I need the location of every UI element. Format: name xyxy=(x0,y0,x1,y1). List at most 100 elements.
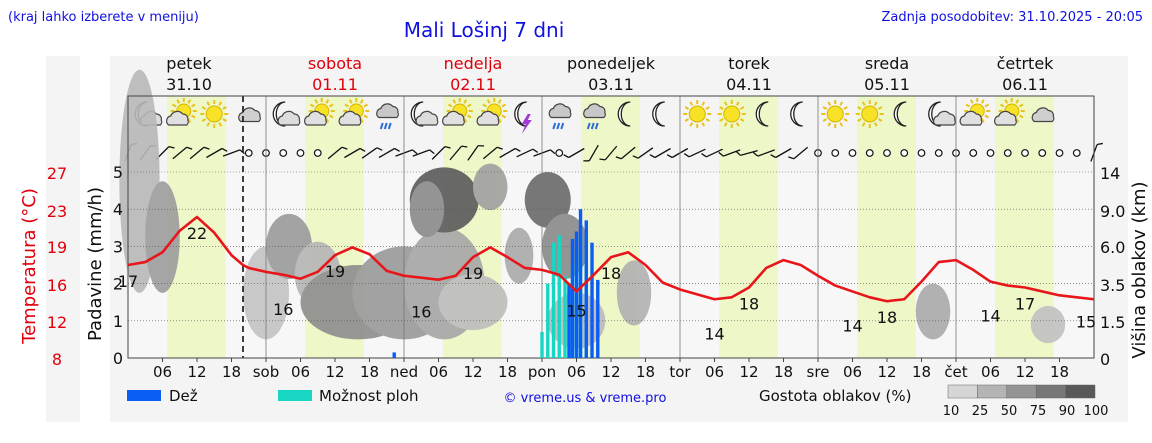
x-tick-label-9: 12 xyxy=(463,363,482,381)
moon-icon xyxy=(652,101,665,127)
barb-feather xyxy=(429,149,435,155)
x-tick-label-3: sob xyxy=(253,363,280,381)
sun-ray xyxy=(822,106,828,110)
sun-ray xyxy=(873,101,878,106)
region-note[interactable]: (kraj lahko izberete v meniju) xyxy=(8,10,199,25)
wind-barb xyxy=(412,149,435,157)
cloud-scale-label-3: 75 xyxy=(1030,404,1047,419)
barb-shaft xyxy=(688,148,706,158)
barb-feather xyxy=(514,147,521,152)
barb-feather xyxy=(632,155,639,159)
wind-barb xyxy=(649,147,671,159)
rain-bar xyxy=(578,209,583,358)
wind-barb xyxy=(327,146,348,160)
precip-tick-1: 1 xyxy=(113,312,123,331)
sun-cloud-icon xyxy=(338,98,370,126)
precipitation-bars xyxy=(392,209,600,358)
sun-ray xyxy=(363,103,369,108)
temp-label-10: 14 xyxy=(842,316,862,335)
cloud-scale-label-5: 100 xyxy=(1084,404,1109,419)
wind-calm xyxy=(1038,149,1047,157)
barb-shaft xyxy=(568,147,585,159)
sun-ray xyxy=(201,118,207,122)
cloud-shape xyxy=(415,110,439,126)
cloud-shape xyxy=(1031,107,1055,123)
x-tick-label-21: 12 xyxy=(877,363,896,381)
cloud-rain-icon xyxy=(376,103,399,130)
cloud-rain-icon xyxy=(548,103,572,130)
cloud-tick-2: 3.5 xyxy=(1100,276,1125,295)
rain-bar xyxy=(584,220,588,358)
sun-ray xyxy=(701,122,706,127)
sun-ray xyxy=(467,103,472,108)
sun-cloud-icon xyxy=(442,98,473,126)
barb-feather xyxy=(496,146,503,150)
cloud-shape xyxy=(933,110,956,126)
sun-ray xyxy=(735,122,740,127)
wind-barb xyxy=(378,147,400,159)
grid xyxy=(127,95,1095,359)
rain-drop xyxy=(379,122,384,130)
x-tick-label-10: 18 xyxy=(498,363,517,381)
barb-feather xyxy=(168,146,175,149)
barb-shaft xyxy=(775,147,792,159)
barb-shaft xyxy=(499,147,516,159)
cloud-scale-label-1: 25 xyxy=(972,404,989,419)
moon-cloud-icon xyxy=(928,101,956,127)
sun-ray xyxy=(739,106,745,110)
barb-feather xyxy=(478,144,485,147)
rain-drop xyxy=(552,122,557,130)
wind-calm xyxy=(831,149,840,157)
moon-shape xyxy=(410,101,424,127)
x-tick-label-6: 18 xyxy=(360,363,379,381)
sun-ray xyxy=(348,99,353,104)
barb-shaft xyxy=(344,147,361,159)
temp-label-14: 15 xyxy=(1076,312,1096,331)
barb-shaft xyxy=(172,146,188,160)
sun-icon xyxy=(200,100,229,128)
barb-feather xyxy=(770,154,777,159)
temperature-line xyxy=(127,215,1095,303)
x-tick-label-7: ned xyxy=(390,363,418,381)
wind-barb xyxy=(683,148,706,158)
barb-shaft xyxy=(723,149,741,157)
cloud-density-scale: 10 25 50 75 90 100 xyxy=(943,384,1109,419)
credit-link[interactable]: © vreme.us & vreme.pro xyxy=(504,391,667,406)
moon-shape xyxy=(272,101,286,127)
barb-feather xyxy=(1096,142,1103,146)
wind-barb xyxy=(599,145,618,161)
sun-ray xyxy=(325,118,330,123)
barb-shaft xyxy=(757,149,775,157)
wind-barb xyxy=(172,146,193,160)
legend-rain-label: Dež xyxy=(169,387,198,405)
sun-ray xyxy=(827,122,832,127)
sun-ray xyxy=(1004,99,1009,104)
rain-drop xyxy=(383,122,388,130)
sun-ray xyxy=(497,118,502,123)
x-tick-label-20: 06 xyxy=(843,363,862,381)
cloud-density-blob xyxy=(524,172,571,228)
wind-barb xyxy=(752,149,775,157)
cloud-tick-1: 1.5 xyxy=(1100,313,1125,332)
precip-tick-3: 3 xyxy=(113,237,123,256)
barb-shaft xyxy=(620,146,636,160)
barb-shaft xyxy=(482,146,498,160)
barb-feather xyxy=(683,153,690,158)
cloud-shape xyxy=(583,103,606,119)
rain-drop xyxy=(556,122,561,130)
sun-icon xyxy=(855,100,884,128)
rain-drop xyxy=(560,122,565,130)
sun-ray xyxy=(176,99,181,104)
day-name-3: ponedeljek xyxy=(567,54,656,73)
legend-shower-label: Možnost ploh xyxy=(319,387,419,405)
cloud-shape xyxy=(304,110,327,126)
shower-bar xyxy=(540,331,544,358)
sun-ray xyxy=(723,122,728,127)
cloud-tick-4: 9.0 xyxy=(1100,202,1125,221)
rain-bar xyxy=(570,238,575,358)
barb-feather xyxy=(412,149,418,155)
moon-shape xyxy=(893,101,907,127)
day-headers: petek 31.10 sobota 01.11 nedelja 02.11 ponedel… xyxy=(166,54,1054,94)
sun-cloud-icon xyxy=(994,98,1025,126)
sun-ray xyxy=(857,106,862,110)
